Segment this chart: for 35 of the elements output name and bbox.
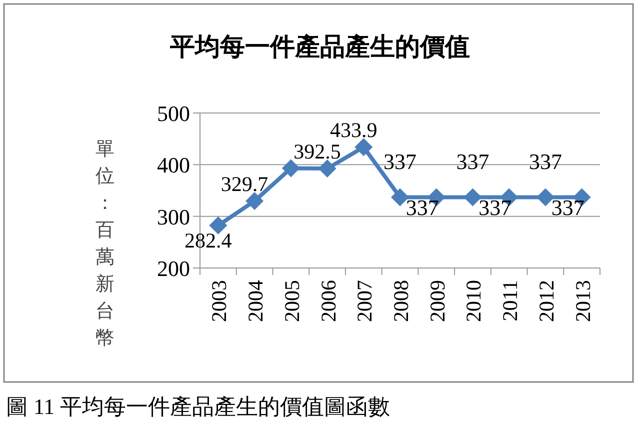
x-tick-label: 2006: [316, 280, 340, 322]
x-tick-label: 2003: [207, 280, 232, 322]
x-tick-label: 2012: [534, 280, 558, 322]
data-label: 337: [456, 149, 490, 174]
x-tick-label: 2007: [352, 280, 377, 322]
y-tick-label: 300: [157, 204, 190, 230]
data-label: 329.7: [220, 172, 268, 196]
caption: 圖 11 平均每一件產品產生的價值圖函數: [6, 394, 390, 419]
point: [536, 188, 554, 206]
x-tick-label: 2010: [462, 280, 486, 322]
data-label: 337: [551, 195, 584, 220]
x-tick-label: 2013: [570, 280, 595, 322]
chart-title: 平均每一件產品產生的價值: [169, 33, 470, 61]
x-tick-label: 2008: [389, 280, 413, 322]
data-label: 282.4: [184, 228, 232, 252]
y-tick-label: 200: [157, 256, 190, 281]
y-axis-title: 單位：百萬新台幣: [96, 139, 114, 349]
x-tick-label: 2011: [498, 280, 522, 322]
point: [282, 159, 300, 178]
point: [318, 160, 336, 178]
data-label: 433.9: [330, 118, 378, 142]
data-label: 337: [528, 149, 562, 174]
point: [246, 192, 264, 210]
point: [354, 138, 373, 156]
y-tick-label: 400: [157, 152, 190, 178]
data-label: 392.5: [294, 140, 341, 164]
point: [209, 216, 228, 234]
data-label: 337: [478, 195, 512, 220]
data-label: 337: [384, 149, 416, 174]
data-label: 337: [406, 195, 439, 220]
point: [391, 188, 409, 206]
x-tick-label: 2009: [425, 280, 450, 322]
x-tick-label: 2005: [280, 280, 304, 322]
y-tick-label: 500: [157, 101, 190, 126]
x-tick-label: 2004: [244, 280, 268, 322]
